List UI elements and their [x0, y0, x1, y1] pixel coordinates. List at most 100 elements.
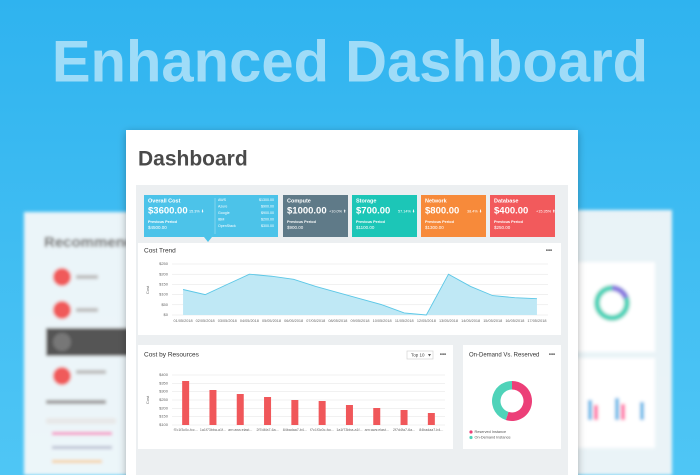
icon [53, 268, 71, 286]
legend-label: On-Demand Instance [475, 436, 511, 440]
x-tick-label: 05/05/2018 [262, 319, 281, 323]
x-tick-label: 02/05/2018 [196, 319, 215, 323]
x-tick-label: 06/05/2018 [284, 319, 303, 323]
kpi-previous-value: $4500.00 [148, 225, 167, 230]
x-tick-label: 1a1f73bba-a1f... [200, 428, 226, 432]
kpi-card [283, 195, 348, 237]
x-tick-label: f7c1f3c0c-fcc... [310, 428, 334, 432]
line [76, 308, 98, 312]
x-tick-label: 10/05/2018 [373, 319, 392, 323]
kpi-previous-label: Previous Period [356, 220, 386, 224]
background-left-panel: Recommendations [24, 212, 178, 475]
bar [209, 390, 217, 425]
breakdown-value: $300.00 [261, 224, 274, 228]
x-tick-label: arn:aws:elast... [228, 428, 252, 432]
x-tick-label: 84badaa7-b4... [283, 428, 307, 432]
y-tick-label: $200 [159, 405, 169, 410]
kpi-value: $3600.00 [148, 206, 188, 217]
line [76, 370, 106, 374]
menu-dots[interactable]: ••• [549, 353, 555, 359]
kpi-value: $700.00 [356, 206, 390, 217]
bar [621, 404, 625, 420]
bar [615, 398, 619, 420]
dropdown[interactable] [406, 350, 434, 360]
kpi-value: $1000.00 [287, 206, 327, 217]
menu-dots[interactable]: ••• [440, 353, 446, 359]
pie-slice [505, 381, 533, 422]
legend-swatch [469, 430, 473, 434]
kpi-change: 15.3% ⬇ [189, 210, 204, 214]
bar [291, 400, 299, 425]
kpi-value: $400.00 [494, 206, 528, 217]
bar [427, 413, 435, 425]
y-tick-label: $0 [164, 312, 169, 317]
kpi-card [490, 195, 555, 237]
kpi-card [144, 195, 278, 237]
line [46, 418, 116, 424]
y-tick-label: $150 [159, 414, 169, 419]
menu-dots[interactable]: ••• [546, 249, 552, 255]
kpi-name: Network [425, 198, 448, 204]
dropdown-label[interactable]: Top 10 [411, 353, 425, 358]
line [46, 400, 106, 404]
line [76, 275, 98, 279]
icon [53, 367, 71, 385]
x-tick-label: f7c1f3c0c-fcc... [174, 428, 198, 432]
breakdown-provider: AWS [218, 198, 227, 202]
x-tick-label: 04/05/2018 [240, 319, 259, 323]
kpi-previous-value: $1300.00 [425, 225, 444, 230]
breakdown-provider: Google [218, 211, 230, 215]
bar [236, 394, 244, 425]
kpi-name: Storage [356, 198, 376, 204]
y-tick-label: $100 [159, 292, 169, 297]
bar [594, 405, 598, 420]
kpi-previous-value: $250.00 [494, 225, 511, 230]
y-tick-label: $50 [161, 302, 168, 307]
kpi-change: 38.4% ⬇ [467, 210, 482, 214]
y-tick-label: $400 [159, 372, 169, 377]
kpi-previous-label: Previous Period [148, 220, 178, 224]
x-tick-label: 13/05/2018 [439, 319, 458, 323]
y-tick-label: $250 [159, 397, 169, 402]
kpi-previous-label: Previous Period [494, 220, 524, 224]
y-tick-label: $150 [159, 281, 169, 286]
kpi-change: +10.0% ⬆ [329, 209, 346, 214]
icon [53, 333, 71, 351]
line [182, 273, 537, 316]
cost-trend-card [138, 243, 561, 335]
x-tick-label: 1a1f73bba-a1f... [336, 428, 362, 432]
kpi-name: Compute [287, 198, 311, 204]
chart-title: On-Demand Vs. Reserved [469, 353, 539, 359]
breakdown-value: $900.00 [261, 204, 274, 208]
kpi-previous-value: $900.00 [287, 225, 304, 230]
breakdown-value: $900.00 [261, 211, 274, 215]
y-tick-label: $300 [159, 389, 169, 394]
x-tick-label: 08/05/2018 [328, 319, 347, 323]
y-axis-label: Cost [145, 395, 150, 404]
chart-title: Cost Trend [144, 248, 176, 255]
legend-label: Reserved Instance [475, 430, 507, 434]
chart-title: Cost by Resources [144, 352, 200, 359]
x-tick-label: 2f7d4fa7-6a... [393, 428, 415, 432]
kpi-previous-value: $1100.00 [356, 225, 375, 230]
line [52, 432, 112, 435]
kpi-card [352, 195, 417, 237]
kpi-name: Overall Cost [148, 198, 181, 204]
breakdown-provider: IBM [218, 217, 224, 221]
x-tick-label: 17/05/2018 [527, 319, 546, 323]
bar [400, 410, 408, 425]
x-tick-label: 15/05/2018 [483, 319, 502, 323]
x-tick-label: 16/05/2018 [505, 319, 524, 323]
x-tick-label: 03/05/2018 [218, 319, 237, 323]
breakdown-value: $200.00 [261, 217, 274, 221]
kpi-name: Database [494, 198, 518, 204]
background-right-panel [560, 210, 672, 475]
cost-by-resources-card [138, 345, 453, 449]
bar [182, 381, 190, 425]
y-tick-label: $350 [159, 380, 169, 385]
bar [345, 405, 353, 425]
kpi-change: +15.35% ⬆ [536, 209, 555, 214]
bar [373, 408, 381, 425]
bar [318, 401, 326, 425]
